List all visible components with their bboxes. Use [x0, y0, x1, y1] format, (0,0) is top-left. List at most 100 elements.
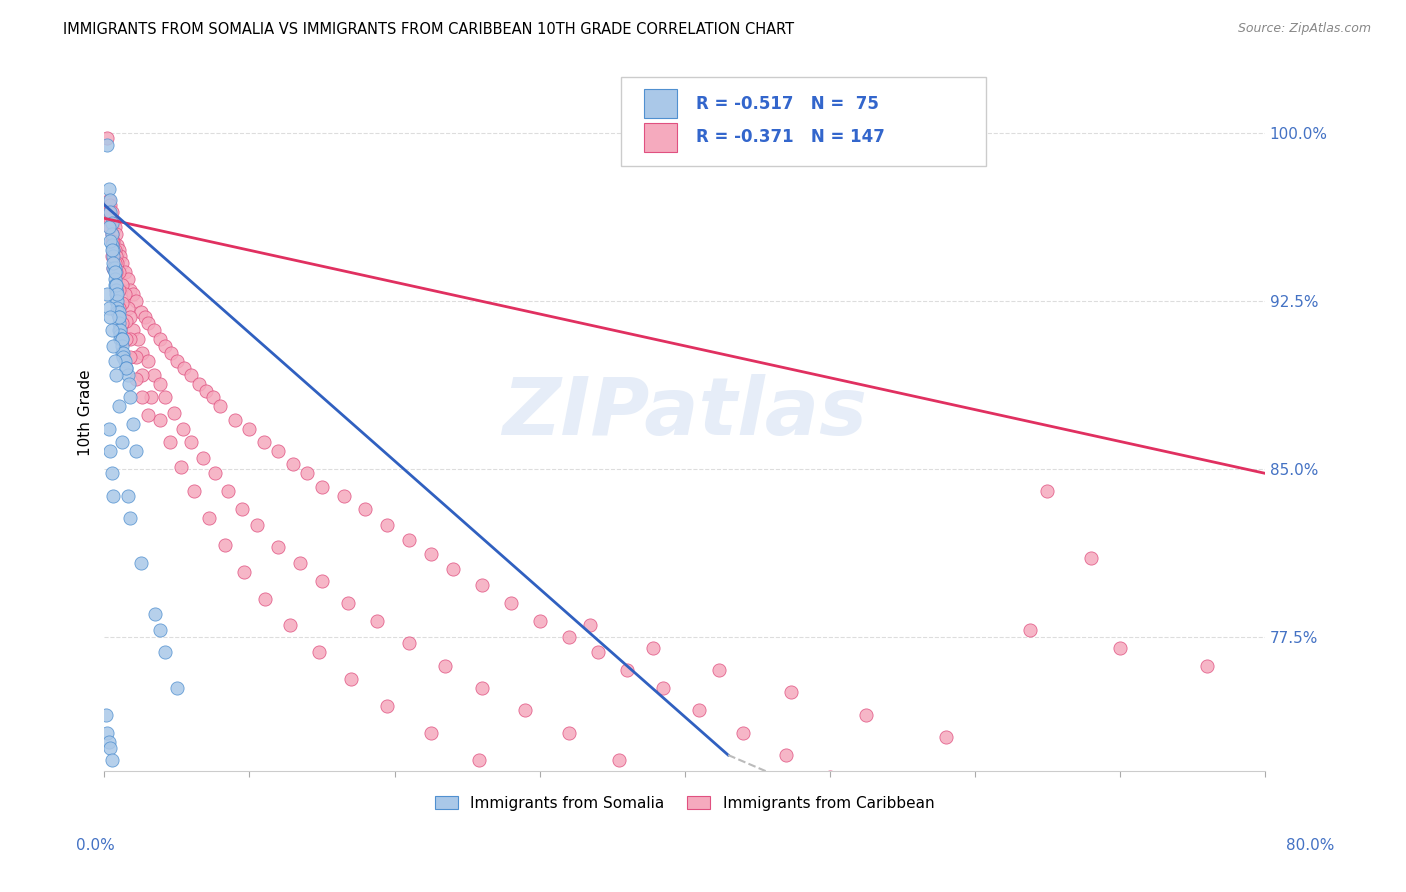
Point — [103, 260, 125, 275]
Point — [166, 354, 188, 368]
Point — [97, 301, 120, 315]
Point — [112, 345, 135, 359]
Point — [101, 216, 124, 230]
Point — [139, 390, 162, 404]
Point — [949, 838, 972, 852]
Point — [470, 578, 492, 592]
Point — [108, 310, 131, 324]
Point — [101, 234, 124, 248]
Point — [191, 450, 214, 465]
Point — [163, 406, 186, 420]
Point — [155, 339, 177, 353]
Point — [155, 645, 177, 659]
Point — [100, 752, 122, 766]
Point — [267, 540, 290, 554]
Point — [1018, 623, 1040, 637]
Point — [398, 636, 420, 650]
Text: ZIPatlas: ZIPatlas — [502, 374, 868, 452]
Text: 0.0%: 0.0% — [76, 838, 115, 853]
Point — [114, 265, 136, 279]
Point — [782, 820, 804, 834]
Point — [217, 484, 239, 499]
Point — [115, 361, 138, 376]
Point — [112, 350, 135, 364]
Point — [143, 607, 166, 622]
Point — [198, 511, 221, 525]
Point — [108, 323, 131, 337]
Point — [108, 283, 131, 297]
Point — [180, 368, 202, 382]
Point — [419, 547, 441, 561]
Point — [616, 663, 638, 677]
Point — [125, 444, 148, 458]
Point — [108, 310, 131, 324]
Point — [100, 323, 122, 337]
Point — [142, 368, 165, 382]
Point — [101, 339, 124, 353]
Point — [340, 672, 363, 686]
Point — [111, 332, 134, 346]
Point — [96, 137, 118, 152]
Point — [122, 417, 145, 431]
Point — [855, 707, 877, 722]
Point — [117, 301, 139, 315]
Point — [166, 681, 188, 695]
Point — [108, 265, 131, 279]
Point — [117, 271, 139, 285]
Point — [1036, 484, 1059, 499]
Point — [108, 243, 131, 257]
Point — [337, 596, 360, 610]
Point — [246, 517, 269, 532]
Point — [97, 194, 120, 208]
Point — [120, 390, 142, 404]
Point — [97, 204, 120, 219]
Point — [862, 793, 884, 807]
Point — [100, 227, 122, 241]
Point — [94, 707, 117, 722]
Point — [499, 596, 522, 610]
Point — [96, 287, 118, 301]
Point — [134, 310, 156, 324]
Point — [104, 283, 127, 297]
Point — [98, 234, 121, 248]
Point — [104, 283, 127, 297]
Point — [122, 323, 145, 337]
Point — [232, 565, 254, 579]
Point — [659, 775, 682, 789]
Point — [194, 384, 217, 398]
Point — [125, 350, 148, 364]
Point — [111, 332, 134, 346]
Point — [110, 323, 132, 337]
Point — [107, 305, 129, 319]
Point — [160, 345, 183, 359]
Point — [159, 434, 181, 449]
Point — [96, 131, 118, 145]
Point — [101, 260, 124, 275]
Point — [103, 271, 125, 285]
Point — [104, 227, 127, 241]
Point — [97, 220, 120, 235]
Point — [253, 434, 276, 449]
Point — [125, 372, 148, 386]
Point — [717, 797, 740, 812]
Point — [586, 645, 609, 659]
Point — [818, 771, 841, 785]
Point — [557, 725, 579, 739]
Point — [104, 278, 127, 293]
Point — [775, 747, 797, 762]
FancyBboxPatch shape — [644, 89, 676, 118]
Point — [214, 538, 236, 552]
Point — [180, 434, 202, 449]
Point — [125, 294, 148, 309]
Point — [118, 376, 141, 391]
Point — [1195, 658, 1218, 673]
Point — [641, 640, 664, 655]
Point — [104, 368, 127, 382]
Point — [108, 305, 131, 319]
Point — [103, 220, 125, 235]
Point — [709, 663, 731, 677]
Point — [267, 444, 290, 458]
Y-axis label: 10th Grade: 10th Grade — [79, 369, 93, 456]
Point — [111, 339, 134, 353]
Legend: Immigrants from Somalia, Immigrants from Caribbean: Immigrants from Somalia, Immigrants from… — [429, 789, 941, 817]
